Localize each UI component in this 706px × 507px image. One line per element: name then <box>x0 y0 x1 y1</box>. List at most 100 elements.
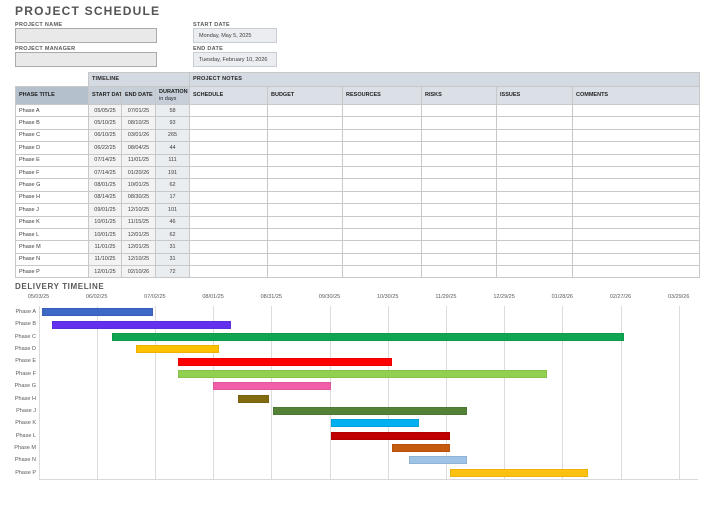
risks-cell[interactable] <box>421 141 498 155</box>
budget-cell[interactable] <box>267 141 344 155</box>
phase-title-cell[interactable]: Phase P <box>15 265 89 279</box>
issues-cell[interactable] <box>496 116 574 130</box>
resources-cell[interactable] <box>342 128 423 143</box>
schedule-cell[interactable] <box>189 116 269 130</box>
resources-cell[interactable] <box>342 165 423 180</box>
end-date-cell[interactable]: 01/20/26 <box>121 165 156 180</box>
comments-cell[interactable] <box>572 128 701 143</box>
comments-cell[interactable] <box>572 116 701 130</box>
risks-cell[interactable] <box>421 265 498 279</box>
end-date-cell[interactable]: 08/10/25 <box>121 116 156 130</box>
duration-cell[interactable]: 31 <box>154 252 191 267</box>
schedule-cell[interactable] <box>189 240 269 254</box>
budget-cell[interactable] <box>267 153 344 167</box>
budget-cell[interactable] <box>267 116 344 130</box>
issues-cell[interactable] <box>496 227 574 242</box>
duration-cell[interactable]: 93 <box>154 116 191 130</box>
budget-cell[interactable] <box>267 128 344 143</box>
comments-cell[interactable] <box>572 190 701 205</box>
project-name-input[interactable] <box>15 28 157 43</box>
phase-title-cell[interactable]: Phase M <box>15 240 89 254</box>
issues-cell[interactable] <box>496 128 574 143</box>
start-date-field[interactable]: Monday, May 5, 2025 <box>193 28 277 43</box>
schedule-cell[interactable] <box>189 227 269 242</box>
schedule-cell[interactable] <box>189 265 269 279</box>
end-date-cell[interactable]: 10/01/25 <box>121 178 156 192</box>
comments-cell[interactable] <box>572 178 701 192</box>
comments-cell[interactable] <box>572 141 701 155</box>
budget-cell[interactable] <box>267 227 344 242</box>
comments-cell[interactable] <box>572 227 701 242</box>
start-date-cell[interactable]: 08/14/25 <box>88 190 122 205</box>
duration-cell[interactable]: 265 <box>154 128 191 143</box>
start-date-cell[interactable]: 08/01/25 <box>88 178 122 192</box>
start-date-cell[interactable]: 06/22/25 <box>88 141 122 155</box>
schedule-cell[interactable] <box>189 153 269 167</box>
schedule-cell[interactable] <box>189 203 269 217</box>
start-date-cell[interactable]: 07/14/25 <box>88 153 122 167</box>
issues-cell[interactable] <box>496 165 574 180</box>
start-date-cell[interactable]: 05/05/25 <box>88 103 122 118</box>
issues-cell[interactable] <box>496 103 574 118</box>
issues-cell[interactable] <box>496 240 574 254</box>
risks-cell[interactable] <box>421 128 498 143</box>
risks-cell[interactable] <box>421 203 498 217</box>
budget-cell[interactable] <box>267 178 344 192</box>
budget-cell[interactable] <box>267 252 344 267</box>
start-date-cell[interactable]: 07/14/25 <box>88 165 122 180</box>
duration-cell[interactable]: 191 <box>154 165 191 180</box>
end-date-cell[interactable]: 07/01/25 <box>121 103 156 118</box>
comments-cell[interactable] <box>572 252 701 267</box>
budget-cell[interactable] <box>267 203 344 217</box>
resources-cell[interactable] <box>342 141 423 155</box>
schedule-cell[interactable] <box>189 190 269 205</box>
resources-cell[interactable] <box>342 203 423 217</box>
end-date-cell[interactable]: 11/01/25 <box>121 153 156 167</box>
schedule-cell[interactable] <box>189 178 269 192</box>
end-date-cell[interactable]: 12/10/25 <box>121 252 156 267</box>
risks-cell[interactable] <box>421 227 498 242</box>
start-date-cell[interactable]: 09/01/25 <box>88 203 122 217</box>
duration-cell[interactable]: 62 <box>154 227 191 242</box>
duration-cell[interactable]: 31 <box>154 240 191 254</box>
end-date-cell[interactable]: 08/04/25 <box>121 141 156 155</box>
phase-title-cell[interactable]: Phase B <box>15 116 89 130</box>
comments-cell[interactable] <box>572 240 701 254</box>
budget-cell[interactable] <box>267 265 344 279</box>
phase-title-cell[interactable]: Phase C <box>15 128 89 143</box>
resources-cell[interactable] <box>342 227 423 242</box>
end-date-cell[interactable]: 12/10/25 <box>121 203 156 217</box>
end-date-cell[interactable]: 02/10/26 <box>121 265 156 279</box>
issues-cell[interactable] <box>496 190 574 205</box>
resources-cell[interactable] <box>342 240 423 254</box>
budget-cell[interactable] <box>267 240 344 254</box>
comments-cell[interactable] <box>572 203 701 217</box>
issues-cell[interactable] <box>496 252 574 267</box>
duration-cell[interactable]: 72 <box>154 265 191 279</box>
issues-cell[interactable] <box>496 153 574 167</box>
comments-cell[interactable] <box>572 153 701 167</box>
phase-title-cell[interactable]: Phase E <box>15 153 89 167</box>
issues-cell[interactable] <box>496 141 574 155</box>
schedule-cell[interactable] <box>189 103 269 118</box>
resources-cell[interactable] <box>342 116 423 130</box>
resources-cell[interactable] <box>342 215 423 229</box>
duration-cell[interactable]: 62 <box>154 178 191 192</box>
schedule-cell[interactable] <box>189 165 269 180</box>
duration-cell[interactable]: 17 <box>154 190 191 205</box>
risks-cell[interactable] <box>421 252 498 267</box>
start-date-cell[interactable]: 12/01/25 <box>88 265 122 279</box>
phase-title-cell[interactable]: Phase N <box>15 252 89 267</box>
risks-cell[interactable] <box>421 165 498 180</box>
end-date-cell[interactable]: 03/01/26 <box>121 128 156 143</box>
risks-cell[interactable] <box>421 103 498 118</box>
schedule-cell[interactable] <box>189 141 269 155</box>
resources-cell[interactable] <box>342 153 423 167</box>
duration-cell[interactable]: 101 <box>154 203 191 217</box>
duration-cell[interactable]: 58 <box>154 103 191 118</box>
risks-cell[interactable] <box>421 116 498 130</box>
phase-title-cell[interactable]: Phase F <box>15 165 89 180</box>
start-date-cell[interactable]: 10/01/25 <box>88 215 122 229</box>
project-manager-input[interactable] <box>15 52 157 67</box>
phase-title-cell[interactable]: Phase A <box>15 103 89 118</box>
